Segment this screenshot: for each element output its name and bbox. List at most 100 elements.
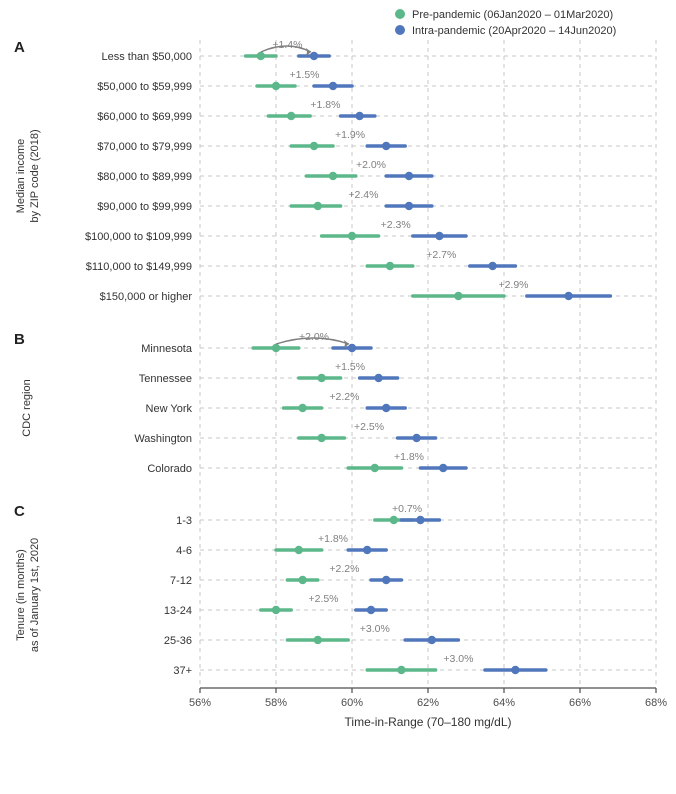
- point-pre: [298, 404, 306, 412]
- x-tick-label: 60%: [341, 697, 363, 709]
- delta-label: +2.4%: [348, 189, 378, 201]
- point-intra: [405, 172, 413, 180]
- point-intra: [374, 374, 382, 382]
- point-pre: [371, 464, 379, 472]
- x-axis-label: Time-in-Range (70–180 mg/dL): [345, 715, 512, 729]
- point-intra: [428, 636, 436, 644]
- point-pre: [272, 82, 280, 90]
- panel-letter-C: C: [14, 503, 25, 520]
- point-pre: [287, 112, 295, 120]
- point-intra: [348, 344, 356, 352]
- delta-label: +2.2%: [329, 563, 359, 575]
- x-tick-label: 64%: [493, 697, 515, 709]
- point-intra: [363, 546, 371, 554]
- x-tick-label: 56%: [189, 697, 211, 709]
- panel-ylabel: by ZIP code (2018): [29, 129, 41, 222]
- point-intra: [564, 292, 572, 300]
- delta-label: +1.5%: [289, 69, 319, 81]
- row-label: Colorado: [147, 463, 192, 475]
- point-intra: [329, 82, 337, 90]
- row-label: 25-36: [164, 635, 192, 647]
- point-pre: [317, 374, 325, 382]
- row-label: $60,000 to $69,999: [97, 111, 192, 123]
- delta-label: +2.9%: [498, 279, 528, 291]
- point-pre: [329, 172, 337, 180]
- delta-label: +2.0%: [299, 331, 329, 343]
- delta-label: +2.2%: [329, 391, 359, 403]
- delta-label: +1.8%: [310, 99, 340, 111]
- row-label: $80,000 to $89,999: [97, 171, 192, 183]
- point-pre: [454, 292, 462, 300]
- point-intra: [439, 464, 447, 472]
- point-pre: [295, 546, 303, 554]
- delta-label: +1.8%: [394, 451, 424, 463]
- legend-label-intra: Intra-pandemic (20Apr2020 – 14Jun2020): [412, 25, 616, 37]
- delta-label: +2.5%: [308, 593, 338, 605]
- point-intra: [367, 606, 375, 614]
- panel-ylabel: Tenure (in months): [15, 549, 27, 641]
- panel-ylabel: Median income: [15, 139, 27, 214]
- row-label: $150,000 or higher: [100, 291, 193, 303]
- row-label: 37+: [173, 665, 192, 677]
- point-intra: [310, 52, 318, 60]
- delta-label: +3.0%: [360, 623, 390, 635]
- row-label: $70,000 to $79,999: [97, 141, 192, 153]
- point-pre: [397, 666, 405, 674]
- delta-label: +0.7%: [392, 503, 422, 515]
- point-intra: [511, 666, 519, 674]
- point-pre: [257, 52, 265, 60]
- row-label: 4-6: [176, 545, 192, 557]
- delta-label: +2.0%: [356, 159, 386, 171]
- legend-label-pre: Pre-pandemic (06Jan2020 – 01Mar2020): [412, 9, 613, 21]
- row-label: Washington: [134, 433, 192, 445]
- point-pre: [348, 232, 356, 240]
- panel-ylabel: CDC region: [21, 379, 33, 436]
- row-label: 1-3: [176, 515, 192, 527]
- row-label: 13-24: [164, 605, 192, 617]
- row-label: Less than $50,000: [101, 51, 192, 63]
- x-tick-label: 66%: [569, 697, 591, 709]
- delta-label: +1.4%: [272, 39, 302, 51]
- point-intra: [412, 434, 420, 442]
- point-intra: [382, 576, 390, 584]
- x-tick-label: 58%: [265, 697, 287, 709]
- row-label: $50,000 to $59,999: [97, 81, 192, 93]
- point-intra: [416, 516, 424, 524]
- x-tick-label: 62%: [417, 697, 439, 709]
- delta-label: +3.0%: [443, 653, 473, 665]
- delta-label: +1.8%: [318, 533, 348, 545]
- row-label: $110,000 to $149,999: [86, 261, 192, 273]
- panel-letter-B: B: [14, 331, 25, 348]
- point-pre: [314, 202, 322, 210]
- point-intra: [382, 142, 390, 150]
- chart-svg: 56% 58% 60% 62% 64% 66% 68% Time-in-Range (70–1…: [0, 0, 676, 794]
- point-pre: [390, 516, 398, 524]
- point-pre: [310, 142, 318, 150]
- point-pre: [272, 606, 280, 614]
- point-pre: [386, 262, 394, 270]
- point-intra: [488, 262, 496, 270]
- delta-label: +2.7%: [426, 249, 456, 261]
- point-pre: [317, 434, 325, 442]
- legend-marker-intra: [395, 25, 405, 35]
- point-intra: [435, 232, 443, 240]
- delta-label: +2.5%: [354, 421, 384, 433]
- row-label: New York: [146, 403, 193, 415]
- point-intra: [382, 404, 390, 412]
- panel-letter-A: A: [14, 39, 25, 56]
- x-tick-label: 68%: [645, 697, 667, 709]
- point-intra: [405, 202, 413, 210]
- row-label: $90,000 to $99,999: [97, 201, 192, 213]
- legend-marker-pre: [395, 9, 405, 19]
- point-intra: [355, 112, 363, 120]
- point-pre: [298, 576, 306, 584]
- delta-label: +1.9%: [335, 129, 365, 141]
- figure-container: { "dimensions": { "width": 676, "height"…: [0, 0, 676, 794]
- point-pre: [272, 344, 280, 352]
- row-label: Minnesota: [141, 343, 193, 355]
- delta-label: +2.3%: [381, 219, 411, 231]
- row-label: $100,000 to $109,999: [85, 231, 192, 243]
- delta-label: +1.5%: [335, 361, 365, 373]
- point-pre: [314, 636, 322, 644]
- row-label: Tennessee: [139, 373, 192, 385]
